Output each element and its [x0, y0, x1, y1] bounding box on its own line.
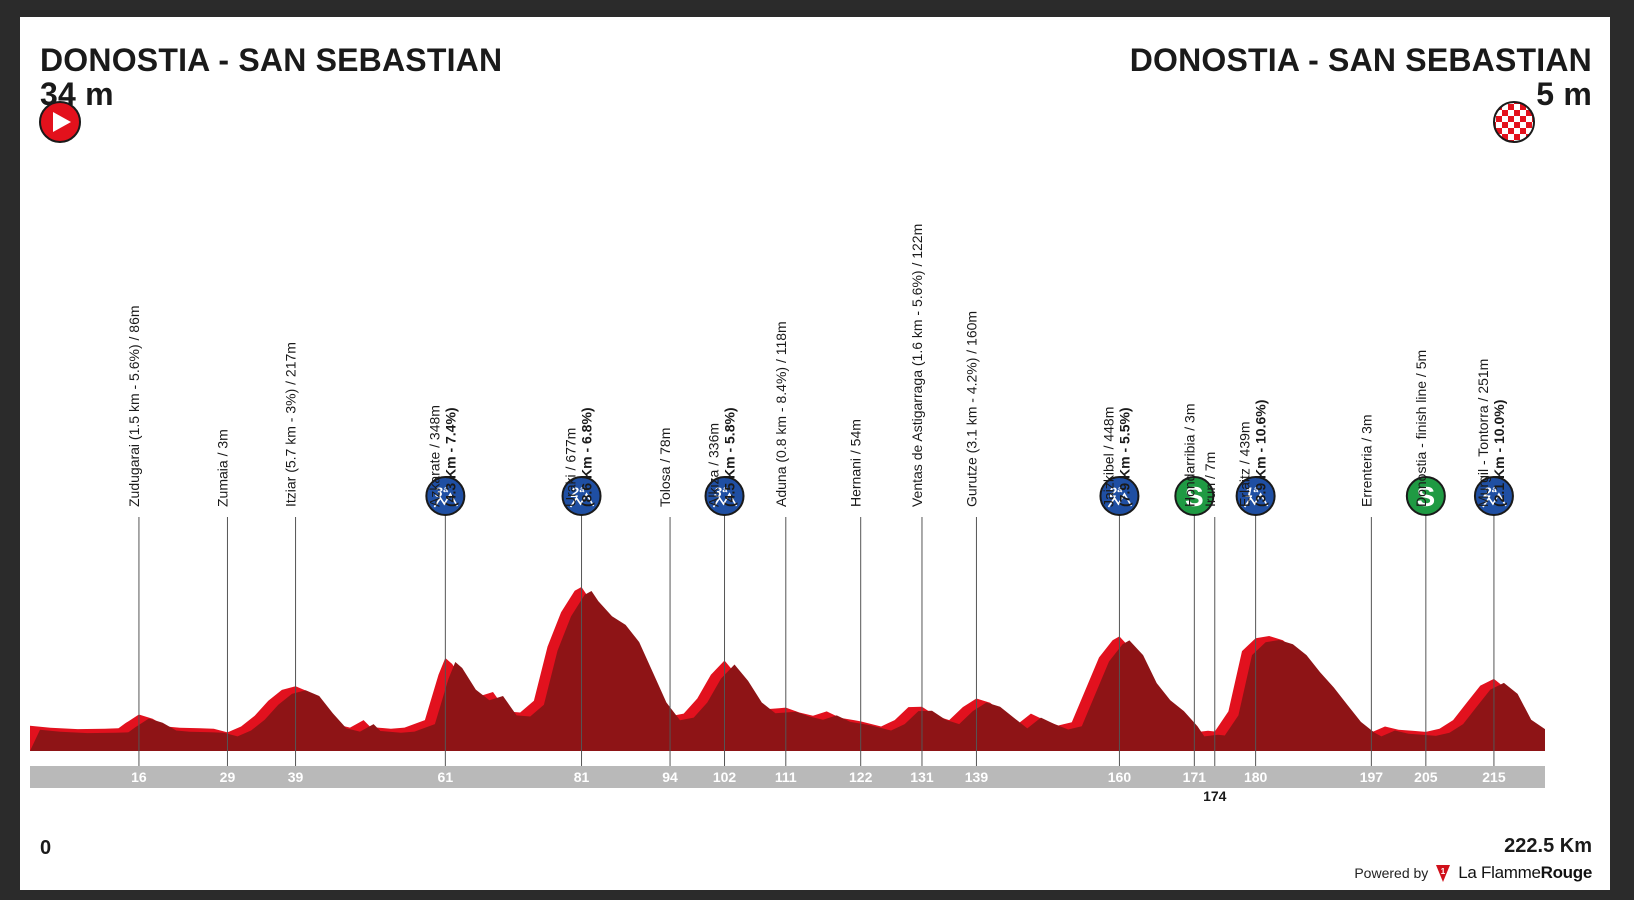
waypoint-detail: (7.9 Km - 5.5%) — [1116, 407, 1132, 507]
sprint-badge: S — [1405, 476, 1446, 516]
climb-category-badge: 2ª — [1099, 476, 1140, 516]
badge-category-text: 3ª — [435, 484, 449, 500]
waypoint-label: Uraki / 677m — [563, 428, 579, 507]
waypoint-detail: (8.6 Km - 6.8%) — [579, 407, 595, 507]
waypoint-label: Irun / 7m — [1202, 452, 1218, 507]
waypoint-label: Erlaitz / 439m — [1237, 421, 1253, 507]
badge-category-text: 3ª — [714, 484, 728, 500]
waypoint-label: Jaizkibel / 448m — [1100, 407, 1116, 507]
elevation-profile-chart: Zudugarai (1.5 km - 5.6%) / 86m Zumaia / … — [30, 101, 1545, 804]
km-tick-label: 94 — [662, 769, 678, 785]
waypoint-label: Hernani / 54m — [848, 419, 864, 507]
climb-category-badge: 2ª — [561, 476, 602, 516]
checkered-flag-icon — [1493, 101, 1535, 143]
km-tick-label: 102 — [713, 769, 737, 785]
brand-name-bold: Rouge — [1540, 863, 1593, 882]
km-tick-label: 205 — [1414, 769, 1438, 785]
km-tick-label: 61 — [438, 769, 454, 785]
climb-category-badge: 1ª — [1235, 476, 1276, 516]
km-tick-label: 122 — [849, 769, 873, 785]
waypoint-label: Donostia - finish line / 5m — [1413, 350, 1429, 507]
badge-category-text: 1ª — [1245, 484, 1259, 500]
km-tick-label: 111 — [775, 769, 797, 785]
waypoint-detail: (2.1 Km - 10.0%) — [1491, 400, 1507, 507]
badge-category-text: 2ª — [570, 484, 585, 500]
waypoint-label: Azkarate / 348m — [426, 405, 442, 507]
waypoint-label: Murgil - Tontorra / 251m — [1475, 359, 1491, 507]
badge-category-text: 2ª — [1108, 484, 1123, 500]
powered-by-text: Powered by — [1354, 865, 1429, 881]
distance-total-label: 222.5 Km — [1504, 835, 1592, 857]
km-tick-label: 180 — [1244, 769, 1268, 785]
waypoint-label: Tolosa / 78m — [657, 428, 673, 507]
km-tick-label: 160 — [1108, 769, 1132, 785]
waypoint-label: Alkiza / 336m — [706, 423, 722, 507]
km-tick-label: 139 — [965, 769, 989, 785]
flame-logo-icon: 1 — [1436, 865, 1451, 882]
km-tick-label: 39 — [288, 769, 304, 785]
badge-category-text: 2ª — [1482, 484, 1497, 500]
powered-by-credit: Powered by 1 La FlammeRouge — [1354, 863, 1592, 883]
badge-category-text: S — [1416, 481, 1435, 512]
brand-name: La FlammeRouge — [1458, 863, 1592, 883]
km-tick-label: 197 — [1360, 769, 1384, 785]
waypoint-detail: (4.5 Km - 5.8%) — [722, 407, 738, 507]
waypoint-detail: (3.9 Km - 10.6%) — [1253, 400, 1269, 507]
climb-category-badge: 3ª — [704, 476, 745, 516]
stage-profile-panel: DONOSTIA - SAN SEBASTIAN 34 m DONOSTIA -… — [20, 17, 1610, 890]
km-tick-label-below: 174 — [1203, 788, 1227, 804]
sprint-badge: S — [1174, 476, 1215, 516]
distance-bar — [30, 766, 1545, 788]
climb-category-badge: 3ª — [425, 476, 466, 516]
waypoint-detail: (4.3 Km - 7.4%) — [442, 407, 458, 507]
waypoint-label: Ventas de Astigarraga (1.6 km - 5.6%) / … — [909, 224, 925, 507]
waypoint-label: Gurutze (3.1 km - 4.2%) / 160m — [963, 311, 979, 507]
waypoint-label: Zudugarai (1.5 km - 5.6%) / 86m — [126, 305, 142, 507]
waypoint-label: Zumaia / 3m — [214, 429, 230, 507]
profile-area — [30, 591, 1545, 751]
waypoint-label: Errenteria / 3m — [1358, 414, 1374, 507]
waypoint-label: Itziar (5.7 km - 3%) / 217m — [283, 342, 299, 507]
start-location-name: DONOSTIA - SAN SEBASTIAN — [40, 42, 503, 78]
km-tick-label: 131 — [910, 769, 934, 785]
km-tick-label: 81 — [574, 769, 590, 785]
badge-category-text: S — [1185, 481, 1204, 512]
km-tick-label: 171 — [1183, 769, 1207, 785]
climb-category-badge: 2ª — [1473, 476, 1514, 516]
waypoint-label: Aduna (0.8 km - 8.4%) / 118m — [773, 321, 789, 507]
km-tick-label: 16 — [131, 769, 147, 785]
distance-start-label: 0 — [40, 837, 52, 859]
km-tick-label: 29 — [220, 769, 236, 785]
finish-location-name: DONOSTIA - SAN SEBASTIAN — [1129, 42, 1592, 78]
brand-name-light: La Flamme — [1458, 863, 1541, 882]
play-icon — [39, 101, 81, 143]
svg-text:1: 1 — [1441, 867, 1446, 876]
km-tick-label: 215 — [1482, 769, 1506, 785]
finish-elevation: 5 m — [1536, 76, 1592, 112]
waypoint-label: Hondarribia / 3m — [1181, 404, 1197, 508]
